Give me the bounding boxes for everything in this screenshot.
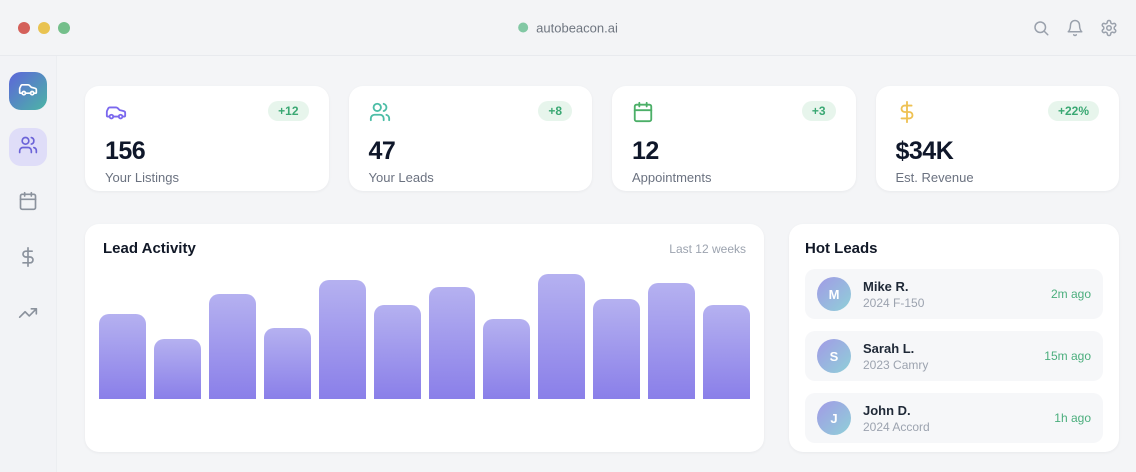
sidebar: [0, 56, 57, 472]
stat-delta-badge: +3: [801, 101, 836, 121]
stats-row: +12 156 Your Listings +8 47 Your Leads: [85, 86, 1119, 191]
lead-time: 1h ago: [1054, 411, 1091, 425]
chart-title: Lead Activity: [103, 240, 196, 257]
avatar: M: [817, 277, 851, 311]
stat-label: Your Listings: [105, 170, 179, 185]
lead-time: 15m ago: [1044, 349, 1091, 363]
chart-bar: [538, 274, 586, 399]
lead-name: Sarah L.: [863, 340, 915, 356]
sidebar-item-analytics[interactable]: [9, 296, 47, 334]
main-content: +12 156 Your Listings +8 47 Your Leads: [57, 56, 1136, 472]
stat-card-appointments: +3 12 Appointments: [612, 86, 856, 191]
window-titlebar: autobeacon.ai: [0, 0, 1136, 56]
app-title-text: autobeacon.ai: [536, 20, 618, 35]
stat-card-leads: +8 47 Your Leads: [348, 86, 592, 191]
sidebar-item-listings[interactable]: [9, 72, 47, 110]
car-icon: [18, 79, 38, 104]
lead-activity-card: Lead Activity Last 12 weeks: [85, 224, 764, 452]
chart-bar: [373, 305, 421, 399]
avatar: S: [817, 339, 851, 373]
car-icon: [105, 101, 127, 128]
chart-bar: [593, 299, 641, 399]
users-icon: [18, 135, 38, 160]
settings-gear-icon[interactable]: [1100, 19, 1118, 37]
hot-leads-title: Hot Leads: [805, 240, 878, 257]
stat-value: 156: [105, 137, 146, 165]
stat-delta-badge: +12: [268, 101, 309, 121]
chart-bar: [263, 327, 311, 399]
lead-row-john[interactable]: J John D. 2024 Accord 1h ago: [805, 393, 1103, 443]
lead-vehicle: 2024 F-150: [863, 295, 925, 310]
dollar-icon: [896, 101, 918, 128]
status-dot-icon: [518, 22, 529, 33]
calendar-icon: [632, 101, 654, 128]
stat-value: 47: [368, 137, 396, 165]
sidebar-item-appointments[interactable]: [9, 184, 47, 222]
chart-bar: [648, 282, 696, 399]
chart-bar: [318, 280, 366, 399]
close-window-button[interactable]: [18, 21, 30, 34]
stat-delta-badge: +8: [538, 101, 572, 121]
avatar: J: [817, 401, 851, 435]
stat-card-listings: +12 156 Your Listings: [85, 86, 329, 191]
notifications-bell-icon[interactable]: [1066, 19, 1084, 37]
stat-label: Est. Revenue: [895, 170, 974, 185]
hot-leads-card: Hot Leads M Mike R. 2024 F-150 2m ago S …: [789, 224, 1119, 452]
stat-value: 12: [632, 137, 659, 165]
chart-bar: [153, 339, 201, 399]
app-title: autobeacon.ai: [518, 20, 618, 35]
chart-bar: [703, 305, 751, 399]
chart-range-label: Last 12 weeks: [669, 241, 746, 256]
stat-delta-badge: +22%: [1047, 101, 1099, 121]
search-icon[interactable]: [1032, 19, 1050, 37]
chart-bar: [483, 319, 531, 399]
lead-name: Mike R.: [863, 278, 909, 294]
chart-bar: [99, 314, 146, 399]
sidebar-item-revenue[interactable]: [9, 240, 47, 278]
stat-value: $34K: [895, 137, 954, 165]
stat-label: Your Leads: [368, 170, 434, 185]
calendar-icon: [18, 191, 38, 216]
bar-chart: [99, 274, 751, 399]
trending-up-icon: [18, 303, 38, 328]
lead-vehicle: 2023 Camry: [863, 357, 929, 372]
window-controls: [18, 21, 70, 34]
dollar-icon: [18, 246, 38, 272]
lead-time: 2m ago: [1050, 287, 1091, 301]
stat-card-revenue: +22% $34K Est. Revenue: [875, 86, 1119, 191]
stat-label: Appointments: [632, 170, 712, 185]
zoom-window-button[interactable]: [58, 21, 70, 34]
lead-row-sarah[interactable]: S Sarah L. 2023 Camry 15m ago: [805, 331, 1103, 381]
users-icon: [369, 101, 391, 128]
sidebar-item-leads[interactable]: [9, 128, 47, 166]
chart-bar: [428, 286, 476, 399]
lead-name: John D.: [863, 402, 911, 418]
lead-row-mike[interactable]: M Mike R. 2024 F-150 2m ago: [805, 269, 1103, 319]
chart-bar: [208, 294, 256, 399]
minimize-window-button[interactable]: [38, 21, 50, 34]
lead-vehicle: 2024 Accord: [863, 419, 930, 434]
